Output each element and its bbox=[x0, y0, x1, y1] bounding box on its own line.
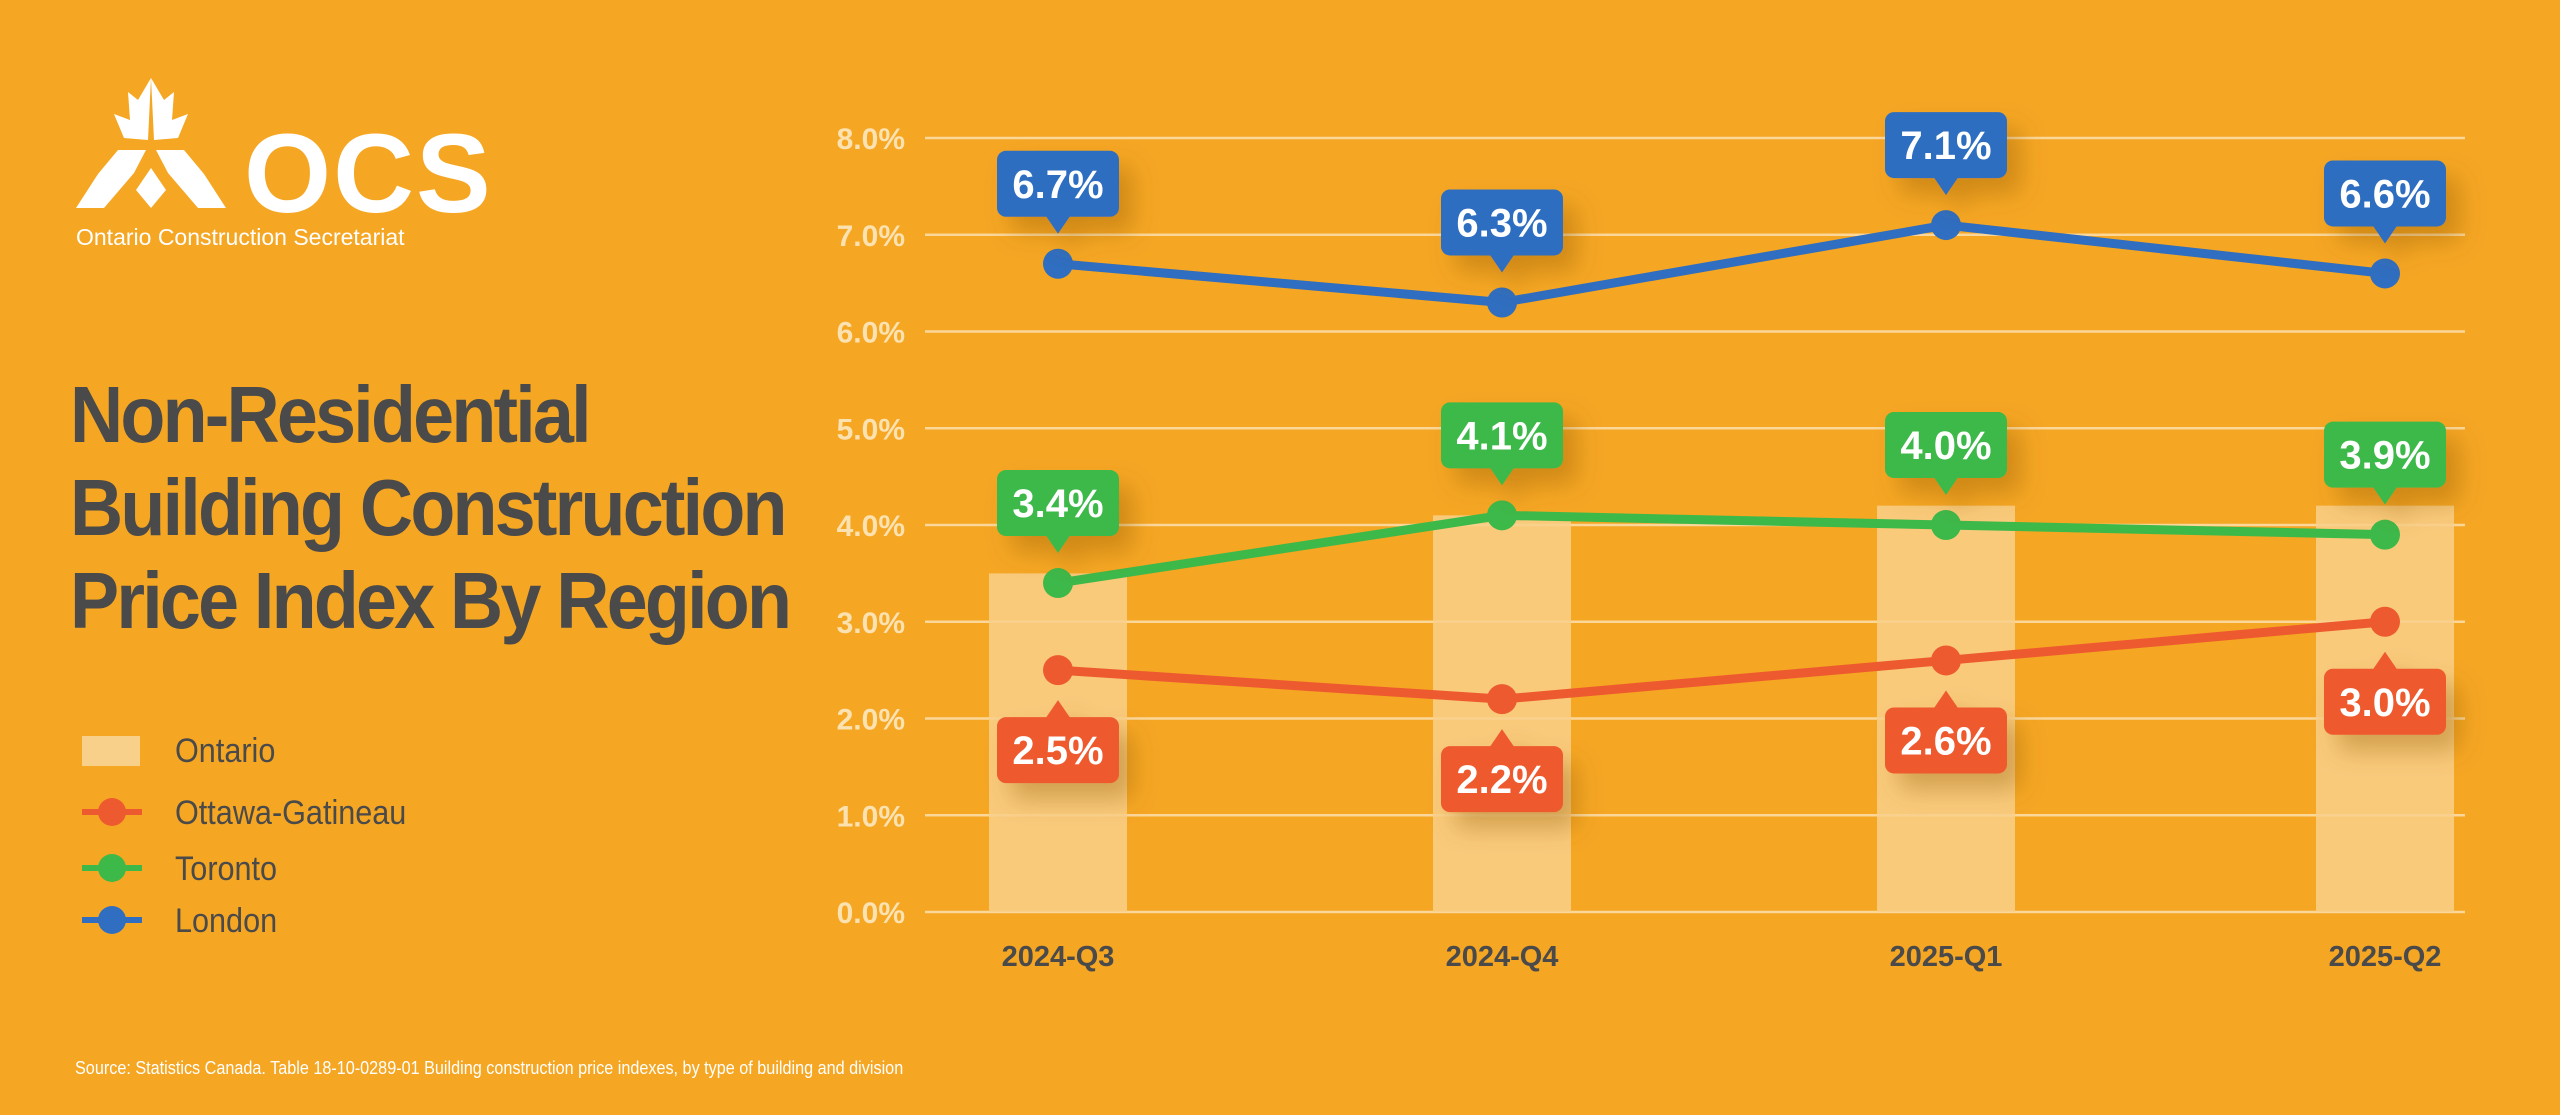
data-label-text: 6.7% bbox=[1012, 163, 1103, 207]
callout-pointer bbox=[2372, 224, 2398, 244]
legend-label-ontario: Ontario bbox=[175, 732, 276, 770]
callout-pointer bbox=[1489, 466, 1515, 486]
x-tick-label: 2024-Q3 bbox=[1002, 941, 1115, 973]
point-london bbox=[1931, 210, 1961, 241]
data-label-text: 4.1% bbox=[1456, 414, 1547, 458]
y-tick-label: 5.0% bbox=[837, 413, 905, 446]
data-label-toronto: 4.0% bbox=[1885, 412, 2007, 495]
line-marker-icon bbox=[82, 906, 142, 934]
legend-label-london: London bbox=[175, 902, 278, 940]
page-title: Non-Residential Building Construction Pr… bbox=[70, 368, 792, 647]
data-label-text: 6.6% bbox=[2339, 172, 2430, 216]
line-marker-icon bbox=[82, 854, 142, 882]
callout-box bbox=[997, 717, 1119, 784]
x-tick-label: 2024-Q4 bbox=[1446, 941, 1559, 973]
callout-pointer bbox=[1045, 534, 1071, 554]
line-london bbox=[1053, 220, 2390, 307]
data-label-london: 7.1% bbox=[1885, 112, 2007, 196]
legend-item-ontario: Ontario bbox=[80, 728, 500, 770]
callout-pointer bbox=[1933, 690, 1959, 710]
y-tick-label: 4.0% bbox=[837, 510, 905, 543]
data-label-toronto: 4.1% bbox=[1441, 402, 1563, 486]
data-label-ottawa-gatineau: 2.5% bbox=[997, 700, 1119, 784]
point-ottawa-gatineau bbox=[2370, 606, 2400, 637]
data-label-text: 2.2% bbox=[1456, 758, 1547, 802]
source-note: Source: Statistics Canada. Table 18-10-0… bbox=[75, 1058, 904, 1078]
data-label-ottawa-gatineau: 2.6% bbox=[1885, 690, 2007, 774]
data-label-london: 6.6% bbox=[2324, 160, 2446, 244]
chart-legend: Ontario Ottawa-Gatineau Toronto London bbox=[80, 720, 500, 940]
title-line: Price Index By Region bbox=[70, 556, 792, 645]
bar-swatch-icon bbox=[82, 736, 140, 766]
callout-box bbox=[1885, 412, 2007, 478]
point-london bbox=[1043, 248, 1073, 279]
point-toronto bbox=[2370, 519, 2400, 550]
data-label-text: 3.9% bbox=[2339, 434, 2430, 478]
point-toronto bbox=[1931, 510, 1961, 540]
callout-box bbox=[1885, 707, 2007, 774]
point-london bbox=[1487, 287, 1517, 318]
data-label-toronto: 3.9% bbox=[2324, 421, 2446, 505]
data-label-text: 3.4% bbox=[1012, 482, 1103, 526]
legend-item-london: London bbox=[80, 898, 500, 940]
data-label-toronto: 3.4% bbox=[997, 470, 1119, 554]
y-tick-label: 8.0% bbox=[837, 123, 905, 156]
title-line: Building Construction bbox=[70, 463, 787, 552]
title-line: Non-Residential bbox=[70, 370, 592, 459]
callout-pointer bbox=[1933, 476, 1959, 495]
callout-box bbox=[2324, 160, 2446, 227]
y-tick-label: 6.0% bbox=[837, 317, 905, 350]
brand-subtitle: Ontario Construction Secretariat bbox=[76, 224, 405, 250]
legend-item-toronto: Toronto bbox=[80, 846, 500, 888]
callout-box bbox=[2324, 668, 2446, 735]
data-label-ottawa-gatineau: 3.0% bbox=[2324, 651, 2446, 735]
y-tick-label: 1.0% bbox=[837, 800, 905, 833]
maple-leaf-icon bbox=[76, 78, 226, 208]
y-tick-label: 2.0% bbox=[837, 704, 905, 737]
callout-box bbox=[1441, 189, 1563, 256]
y-tick-label: 0.0% bbox=[837, 897, 905, 930]
legend-item-ottawa: Ottawa-Gatineau bbox=[80, 790, 500, 832]
data-label-text: 2.5% bbox=[1012, 729, 1103, 773]
x-tick-label: 2025-Q2 bbox=[2329, 941, 2442, 973]
callout-box bbox=[997, 150, 1119, 217]
callout-pointer bbox=[1045, 214, 1071, 234]
ocs-logo: OCS Ontario Construction Secretariat bbox=[76, 78, 496, 258]
line-marker-icon bbox=[82, 798, 142, 826]
callout-box bbox=[1441, 402, 1563, 469]
callout-box bbox=[1885, 112, 2007, 179]
callout-box bbox=[2324, 421, 2446, 488]
data-label-london: 6.7% bbox=[997, 150, 1119, 234]
data-label-text: 2.6% bbox=[1900, 719, 1991, 763]
y-tick-label: 3.0% bbox=[837, 607, 905, 640]
y-tick-label: 7.0% bbox=[837, 220, 905, 253]
callout-pointer bbox=[1045, 700, 1071, 720]
callout-pointer bbox=[1489, 253, 1515, 273]
point-ottawa-gatineau bbox=[1043, 655, 1073, 686]
line-ottawa-gatineau bbox=[1053, 617, 2390, 704]
point-ottawa-gatineau bbox=[1487, 684, 1517, 715]
data-label-text: 6.3% bbox=[1456, 201, 1547, 245]
brand-name: OCS bbox=[244, 111, 493, 236]
callout-pointer bbox=[2372, 485, 2398, 505]
data-label-text: 7.1% bbox=[1900, 124, 1991, 168]
data-label-ottawa-gatineau: 2.2% bbox=[1441, 729, 1563, 813]
x-tick-label: 2025-Q1 bbox=[1890, 941, 2003, 973]
point-london bbox=[2370, 258, 2400, 289]
legend-label-ottawa: Ottawa-Gatineau bbox=[175, 794, 407, 832]
point-ottawa-gatineau bbox=[1931, 645, 1961, 676]
data-label-london: 6.3% bbox=[1441, 189, 1563, 273]
callout-pointer bbox=[2372, 651, 2398, 671]
callout-box bbox=[1441, 746, 1563, 813]
callout-pointer bbox=[1933, 176, 1959, 196]
data-label-text: 4.0% bbox=[1900, 424, 1991, 468]
line-toronto bbox=[1053, 510, 2390, 588]
data-label-text: 3.0% bbox=[2339, 681, 2430, 725]
legend-label-toronto: Toronto bbox=[175, 850, 278, 888]
callout-pointer bbox=[1489, 729, 1515, 749]
callout-box bbox=[997, 470, 1119, 537]
point-toronto bbox=[1043, 568, 1073, 599]
point-toronto bbox=[1487, 500, 1517, 531]
